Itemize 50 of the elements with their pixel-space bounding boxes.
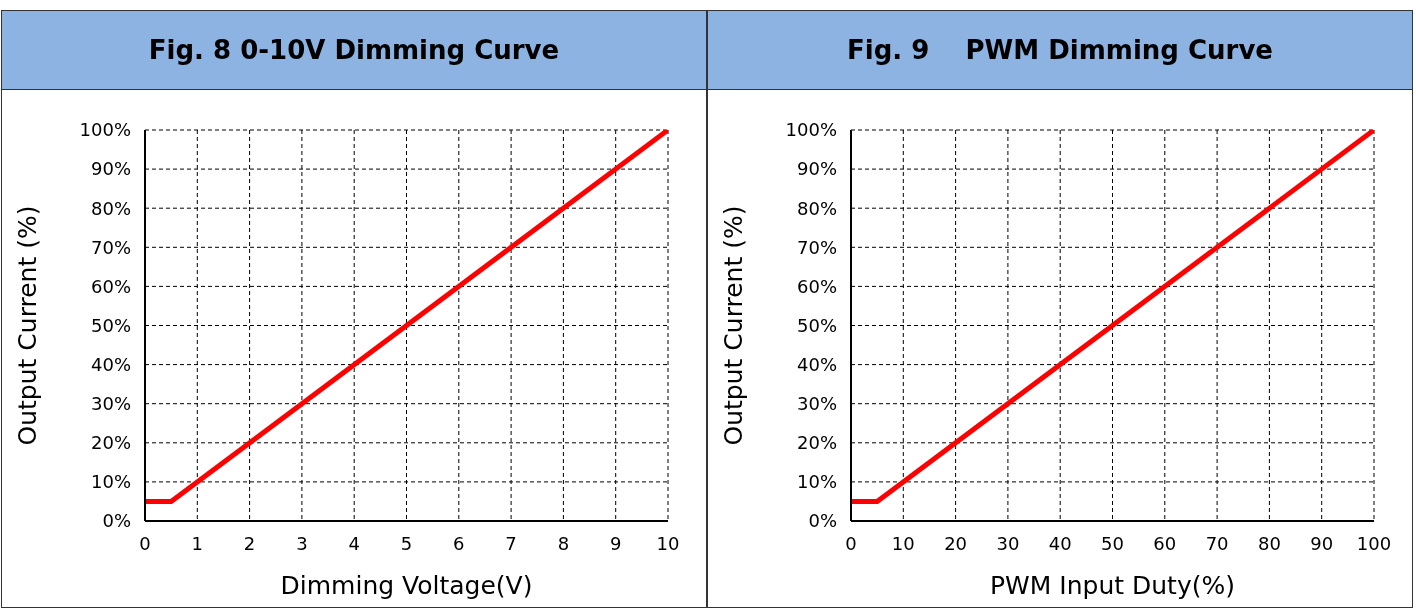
x-tick-label: 7 — [505, 532, 517, 554]
x-axis-title: Dimming Voltage(V) — [280, 571, 533, 600]
y-tick-label: 10% — [796, 471, 837, 493]
x-tick-label: 0 — [845, 532, 857, 554]
y-tick-label: 20% — [796, 432, 837, 454]
x-tick-label: 40 — [1048, 532, 1072, 554]
x-tick-label: 10 — [656, 532, 680, 554]
x-tick-label: 6 — [453, 532, 465, 554]
chart-title: Fig. 9 PWM Dimming Curve — [708, 11, 1412, 90]
y-tick-label: 0% — [808, 510, 837, 532]
y-tick-label: 100% — [79, 119, 131, 141]
y-tick-label: 70% — [796, 236, 837, 258]
x-tick-label: 3 — [296, 532, 308, 554]
x-tick-label: 8 — [557, 532, 570, 554]
y-tick-label: 60% — [796, 275, 837, 297]
x-tick-label: 100 — [1356, 532, 1392, 554]
x-tick-label: 30 — [996, 532, 1020, 554]
x-tick-label: 5 — [400, 532, 413, 554]
x-tick-label: 9 — [609, 532, 622, 554]
y-tick-label: 50% — [796, 314, 837, 336]
y-axis-title: Output Current (%) — [12, 205, 42, 446]
x-tick-label: 2 — [243, 532, 256, 554]
y-tick-label: 100% — [785, 119, 837, 141]
y-tick-label: 40% — [90, 353, 131, 375]
y-tick-label: 80% — [796, 197, 837, 219]
y-tick-label: 90% — [90, 158, 131, 180]
y-tick-label: 20% — [90, 432, 131, 454]
y-axis-title: Output Current (%) — [718, 205, 748, 446]
y-tick-label: 40% — [796, 353, 837, 375]
x-tick-label: 10 — [891, 532, 915, 554]
x-tick-label: 90 — [1310, 532, 1334, 554]
x-tick-label: 50 — [1101, 532, 1124, 554]
y-tick-label: 30% — [796, 393, 837, 415]
y-tick-label: 30% — [90, 393, 131, 415]
x-axis-title: PWM Input Duty(%) — [990, 571, 1235, 600]
x-tick-label: 1 — [191, 532, 204, 554]
y-tick-label: 90% — [796, 158, 837, 180]
x-tick-label: 0 — [139, 532, 151, 554]
x-tick-label: 4 — [348, 532, 360, 554]
x-tick-label: 80 — [1257, 532, 1281, 554]
y-tick-label: 70% — [90, 236, 131, 258]
x-tick-label: 60 — [1153, 532, 1177, 554]
y-tick-label: 80% — [90, 197, 131, 219]
chart-title: Fig. 8 0-10V Dimming Curve — [2, 11, 706, 90]
y-tick-label: 50% — [90, 314, 131, 336]
x-tick-label: 70 — [1205, 532, 1229, 554]
y-tick-label: 60% — [90, 275, 131, 297]
y-tick-label: 0% — [102, 510, 131, 532]
x-tick-label: 20 — [944, 532, 968, 554]
y-tick-label: 10% — [90, 471, 131, 493]
